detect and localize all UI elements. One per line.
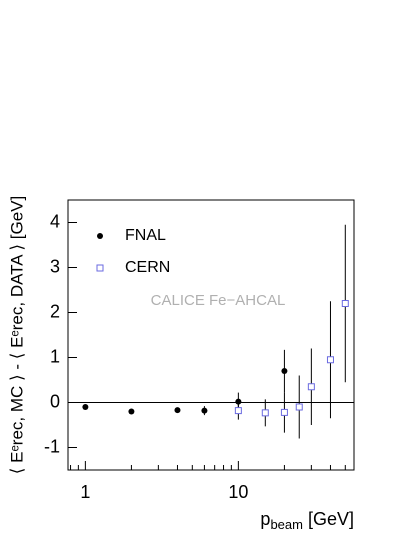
legend-marker	[96, 264, 104, 272]
y-tick-label: -1	[44, 436, 60, 456]
plot-frame	[67, 199, 355, 471]
data-point	[128, 408, 135, 415]
y-axis-label: ⟨ Eᵉrec, MC ⟩ - ⟨ Eᵉrec, DATA ⟩ [GeV]	[7, 196, 26, 474]
legend-marker	[97, 233, 103, 239]
y-tick-label: 4	[50, 211, 60, 231]
y-tick-label: 0	[50, 391, 60, 411]
annotation: CALICE Fe−AHCAL	[151, 292, 286, 309]
legend-label: CERN	[125, 259, 170, 276]
data-point	[280, 408, 288, 416]
data-point	[281, 368, 288, 374]
data-point	[201, 407, 208, 414]
data-point	[174, 407, 181, 414]
x-label-main: p	[260, 509, 270, 529]
y-tick-label: 1	[50, 346, 60, 366]
data-point	[326, 356, 334, 364]
x-tick-label: 10	[228, 482, 248, 502]
x-axis-label: pbeam [GeV]	[260, 509, 354, 533]
x-label-unit: [GeV]	[308, 509, 354, 529]
legend-label: FNAL	[125, 227, 166, 244]
data-point	[341, 300, 349, 307]
data-point	[261, 409, 269, 417]
x-tick-label: 1	[80, 482, 90, 502]
data-point	[307, 383, 315, 391]
x-label-sub: beam	[270, 517, 303, 532]
y-tick-label: 3	[50, 256, 60, 276]
data-point	[82, 404, 89, 410]
y-tick-label: 2	[50, 301, 60, 321]
data-point	[234, 407, 242, 415]
data-point	[295, 403, 303, 411]
